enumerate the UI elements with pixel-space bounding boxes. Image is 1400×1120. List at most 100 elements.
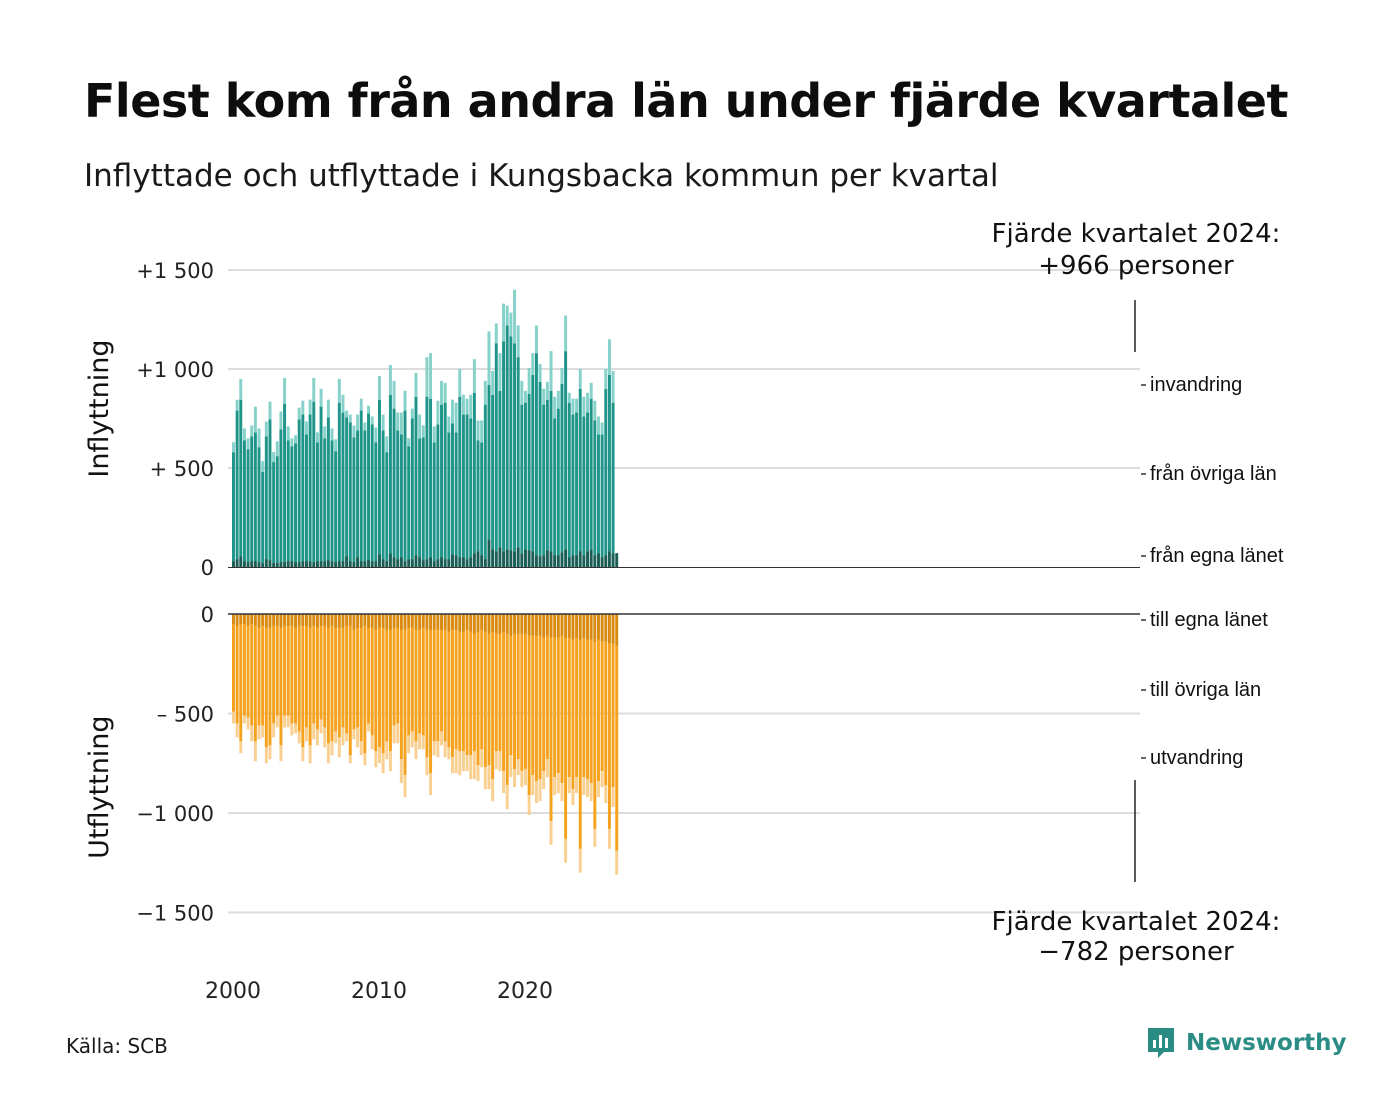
bar-out-other [458,631,462,752]
bar-out-emig [542,771,546,790]
bar-in-other [582,416,586,556]
bar-in-immig [600,422,604,435]
bar-in-own [312,562,316,567]
bar-out-emig [436,741,440,758]
bar-out-own [290,614,294,626]
bar-in-own [472,553,476,567]
bar-out-other [582,637,586,778]
bar-out-own [297,614,301,626]
bar-in-own [505,549,509,567]
bar-out-emig [560,783,564,802]
series-label-out: till övriga län [1150,679,1261,701]
bar-in-other [315,442,319,562]
bar-out-other [294,627,297,724]
bar-in-other [407,446,411,560]
bar-in-other [611,402,615,554]
bar-in-immig [253,406,257,433]
bar-in-own [440,557,443,567]
bar-in-other [323,438,327,562]
bar-in-other [432,442,436,562]
x-tick-label: 2000 [205,979,261,1004]
bar-in-immig [586,392,589,413]
bar-out-other [378,627,381,748]
bar-in-other [578,388,582,552]
bar-in-other [538,381,542,557]
bar-in-immig [399,412,403,435]
bar-in-own [476,551,480,567]
bar-in-own [388,553,392,567]
bar-out-own [261,614,265,626]
bar-out-own [524,614,527,634]
bar-in-own [403,561,407,567]
bar-in-own [469,557,473,567]
bar-in-immig [498,353,502,391]
bar-out-other [494,633,498,752]
bar-out-other [520,633,524,772]
bar-out-own [385,614,389,630]
bar-in-other [261,471,265,564]
bar-in-other [326,417,330,561]
bar-in-other [607,374,611,552]
bar-out-other [268,627,272,746]
bar-in-own [461,557,465,567]
bar-out-emig [531,775,535,796]
bar-in-other [359,410,363,562]
bar-out-own [531,614,535,636]
bar-in-immig [418,414,422,439]
bar-out-emig [582,777,586,796]
bar-in-own [414,555,418,567]
bar-in-immig [403,390,407,411]
bar-out-emig [611,787,615,808]
bar-out-emig [494,751,498,770]
bar-out-emig [345,733,349,742]
bar-out-own [399,614,403,630]
bar-in-own [257,562,261,567]
bar-in-other [294,443,297,563]
bar-out-other [359,627,363,742]
bar-out-own [421,614,425,628]
bar-out-other [443,629,447,742]
bar-in-own [571,555,575,567]
bar-out-other [242,623,246,716]
bar-in-immig [242,428,246,441]
bar-in-own [297,562,301,567]
bar-in-other [414,396,418,556]
bar-in-other [235,410,239,560]
bar-out-other [432,629,436,742]
bar-in-other [297,419,301,563]
bar-in-immig [275,441,279,457]
bar-in-other [290,446,294,562]
bar-in-own [385,561,389,567]
bar-in-immig [582,396,586,417]
bar-out-own [378,614,381,628]
bar-in-immig [454,402,458,433]
bar-in-own [232,561,235,567]
bar-out-own [447,614,451,632]
bar-in-immig [597,416,600,435]
brand-logo[interactable]: Newsworthy [1146,1026,1347,1060]
bar-in-immig [323,426,327,439]
bar-out-own [257,614,261,628]
bar-in-immig [542,388,546,405]
bar-out-other [301,625,305,748]
bar-in-other [600,434,604,558]
bar-in-immig [545,381,549,400]
bar-out-other [597,639,600,782]
bar-in-other [319,406,323,562]
bar-out-other [611,643,615,788]
bar-out-emig [348,755,352,764]
bar-in-immig [294,435,297,444]
bar-out-other [388,629,392,752]
bar-in-other [388,394,392,554]
bar-out-own [348,614,352,626]
bar-in-immig [491,370,495,395]
bar-out-other [283,625,287,716]
bar-out-own [407,614,411,628]
bar-out-emig [429,773,433,796]
bar-out-emig [232,711,235,724]
bar-out-emig [589,783,593,802]
bar-out-own [239,614,243,624]
bar-out-other [367,627,370,724]
bar-in-own [542,555,546,567]
bar-in-other [494,343,498,552]
